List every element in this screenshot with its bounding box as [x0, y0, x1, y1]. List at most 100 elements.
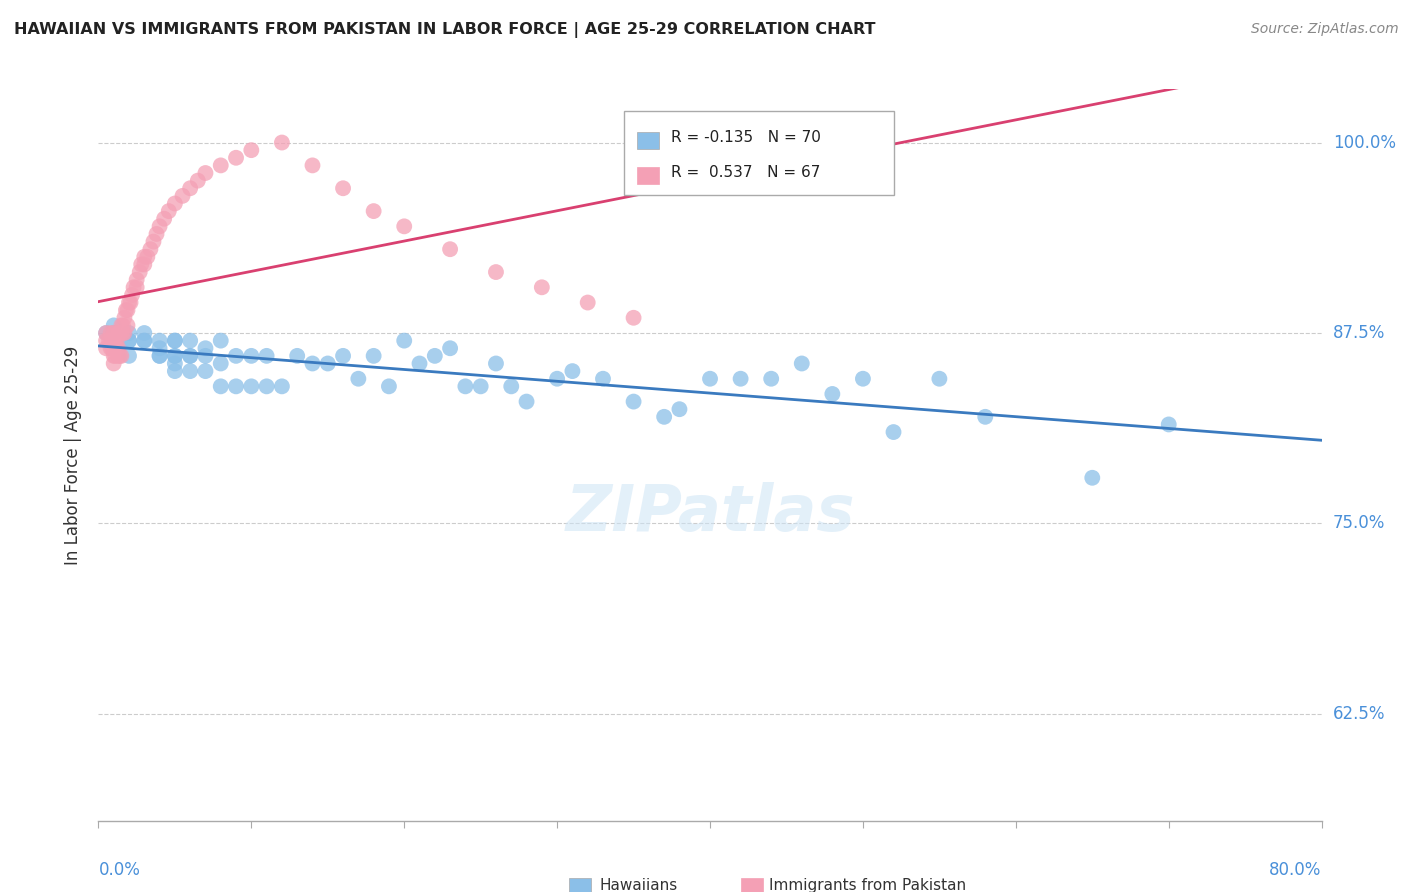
Point — [108, 326, 131, 340]
Point — [100, 341, 122, 355]
Point — [103, 356, 125, 371]
Text: 0.0%: 0.0% — [98, 861, 141, 879]
Point — [576, 295, 599, 310]
Text: Hawaiians: Hawaiians — [600, 879, 678, 892]
Point — [153, 211, 176, 226]
Point — [94, 341, 117, 355]
Point — [194, 166, 217, 180]
Point — [98, 334, 121, 348]
Point — [117, 318, 139, 333]
Point — [103, 341, 125, 355]
Point — [730, 372, 752, 386]
Point — [163, 356, 186, 371]
Point — [423, 349, 446, 363]
Point — [378, 379, 401, 393]
Point — [163, 334, 186, 348]
Point — [149, 349, 172, 363]
Point — [439, 242, 461, 256]
Point — [928, 372, 950, 386]
Point — [363, 349, 385, 363]
Point — [105, 334, 128, 348]
Point — [118, 295, 141, 310]
Point — [285, 349, 308, 363]
Point — [172, 189, 194, 203]
Point — [392, 334, 416, 348]
Point — [270, 379, 292, 393]
Point — [209, 379, 232, 393]
Point — [332, 181, 354, 195]
Point — [103, 349, 125, 363]
Point — [134, 250, 156, 264]
Point — [118, 326, 141, 340]
Point — [117, 303, 139, 318]
Point — [145, 227, 167, 241]
Point — [392, 219, 416, 234]
Point — [546, 372, 568, 386]
Point — [111, 318, 134, 333]
Point — [209, 158, 232, 172]
Point — [408, 356, 430, 371]
Point — [105, 341, 128, 355]
Text: 87.5%: 87.5% — [1333, 324, 1385, 342]
Point — [592, 372, 614, 386]
Text: 75.0%: 75.0% — [1333, 515, 1385, 533]
Point — [759, 372, 782, 386]
Point — [108, 349, 131, 363]
Text: 80.0%: 80.0% — [1270, 861, 1322, 879]
Point — [256, 379, 278, 393]
Point — [110, 326, 132, 340]
Point — [103, 318, 125, 333]
Point — [129, 257, 152, 271]
Point — [194, 349, 217, 363]
Point — [134, 334, 156, 348]
Point — [163, 349, 186, 363]
Point — [240, 143, 263, 157]
Y-axis label: In Labor Force | Age 25-29: In Labor Force | Age 25-29 — [65, 345, 83, 565]
Point — [179, 334, 201, 348]
Point — [134, 334, 156, 348]
Point — [347, 372, 370, 386]
Bar — [569, 878, 592, 892]
Point — [136, 250, 159, 264]
Point — [125, 273, 148, 287]
Point — [100, 326, 122, 340]
Point — [179, 364, 201, 378]
Point — [107, 326, 129, 340]
Point — [149, 219, 172, 234]
Point — [104, 349, 127, 363]
Point — [134, 257, 156, 271]
Point — [104, 334, 127, 348]
Point — [194, 364, 217, 378]
Point — [122, 280, 145, 294]
Point — [139, 242, 162, 256]
Point — [454, 379, 477, 393]
Point — [110, 349, 132, 363]
Point — [110, 318, 132, 333]
Point — [94, 326, 117, 340]
Point — [485, 265, 508, 279]
Point — [316, 356, 339, 371]
Point — [209, 356, 232, 371]
Point — [115, 303, 138, 318]
Text: R =  0.537   N = 67: R = 0.537 N = 67 — [671, 165, 820, 180]
Point — [1081, 471, 1104, 485]
Point — [209, 334, 232, 348]
Point — [225, 151, 247, 165]
Point — [240, 349, 263, 363]
Point — [652, 409, 675, 424]
Point — [103, 334, 125, 348]
Point — [699, 372, 721, 386]
Point — [470, 379, 492, 393]
Point — [120, 295, 142, 310]
Point — [240, 379, 263, 393]
Point — [112, 326, 135, 340]
Point — [270, 136, 292, 150]
Point — [668, 402, 690, 417]
Bar — [637, 132, 658, 149]
Point — [821, 387, 844, 401]
Bar — [637, 167, 658, 185]
Point — [121, 288, 143, 302]
Point — [501, 379, 523, 393]
Point — [149, 334, 172, 348]
Point — [301, 158, 323, 172]
